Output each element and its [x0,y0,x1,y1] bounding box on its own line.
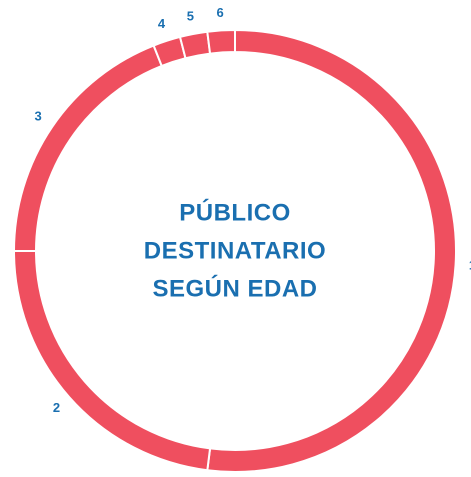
segment-label: 6 [216,5,223,20]
donut [12,28,457,473]
chart-title-line: PÚBLICO [179,198,291,226]
chart-title-line: DESTINATARIO [144,237,326,264]
segment-label: 1 [469,257,471,272]
segment-label: 3 [35,109,42,124]
donut-segment [206,28,236,55]
chart-title-line: SEGÚN EDAD [152,274,317,302]
segment-label: 5 [187,9,194,24]
segment-label: 2 [53,400,60,415]
segment-label: 4 [158,16,166,31]
donut-segment [12,44,164,252]
donut-segment [178,30,212,60]
